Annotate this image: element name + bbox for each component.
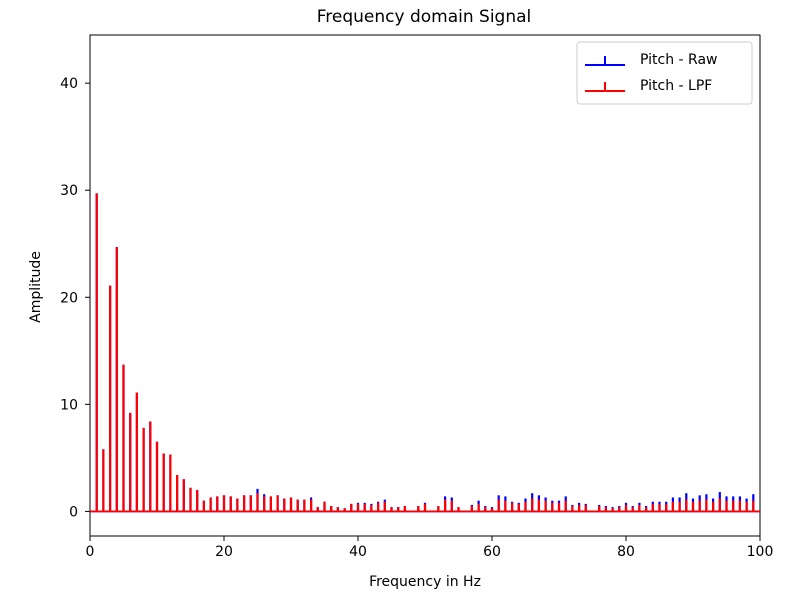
y-tick-label: 40 — [60, 76, 78, 92]
axis-ticks: 0 20 40 60 80 100 0 10 20 30 40 — [60, 76, 773, 560]
plot-area-frame — [89, 34, 761, 537]
legend-label: Pitch - LPF — [640, 78, 712, 94]
x-tick-label: 0 — [86, 544, 95, 560]
y-tick-label: 0 — [69, 504, 78, 520]
x-axis-title: Frequency in Hz — [369, 574, 481, 590]
y-tick-label: 20 — [60, 290, 78, 306]
y-tick-label: 30 — [60, 183, 78, 199]
legend: Pitch - Raw Pitch - LPF — [576, 41, 753, 105]
x-tick-label: 100 — [747, 544, 774, 560]
x-tick-label: 60 — [483, 544, 501, 560]
y-axis-title: Amplitude — [28, 251, 44, 323]
series-raw — [95, 193, 755, 512]
legend-box — [576, 41, 753, 105]
chart-title: Frequency domain Signal — [317, 7, 532, 27]
x-tick-label: 40 — [349, 544, 367, 560]
legend-label: Pitch - Raw — [640, 52, 718, 68]
y-tick-label: 10 — [60, 397, 78, 413]
series-lpf — [95, 193, 755, 512]
x-tick-label: 20 — [215, 544, 233, 560]
stem-series — [95, 193, 755, 512]
x-tick-label: 80 — [617, 544, 635, 560]
